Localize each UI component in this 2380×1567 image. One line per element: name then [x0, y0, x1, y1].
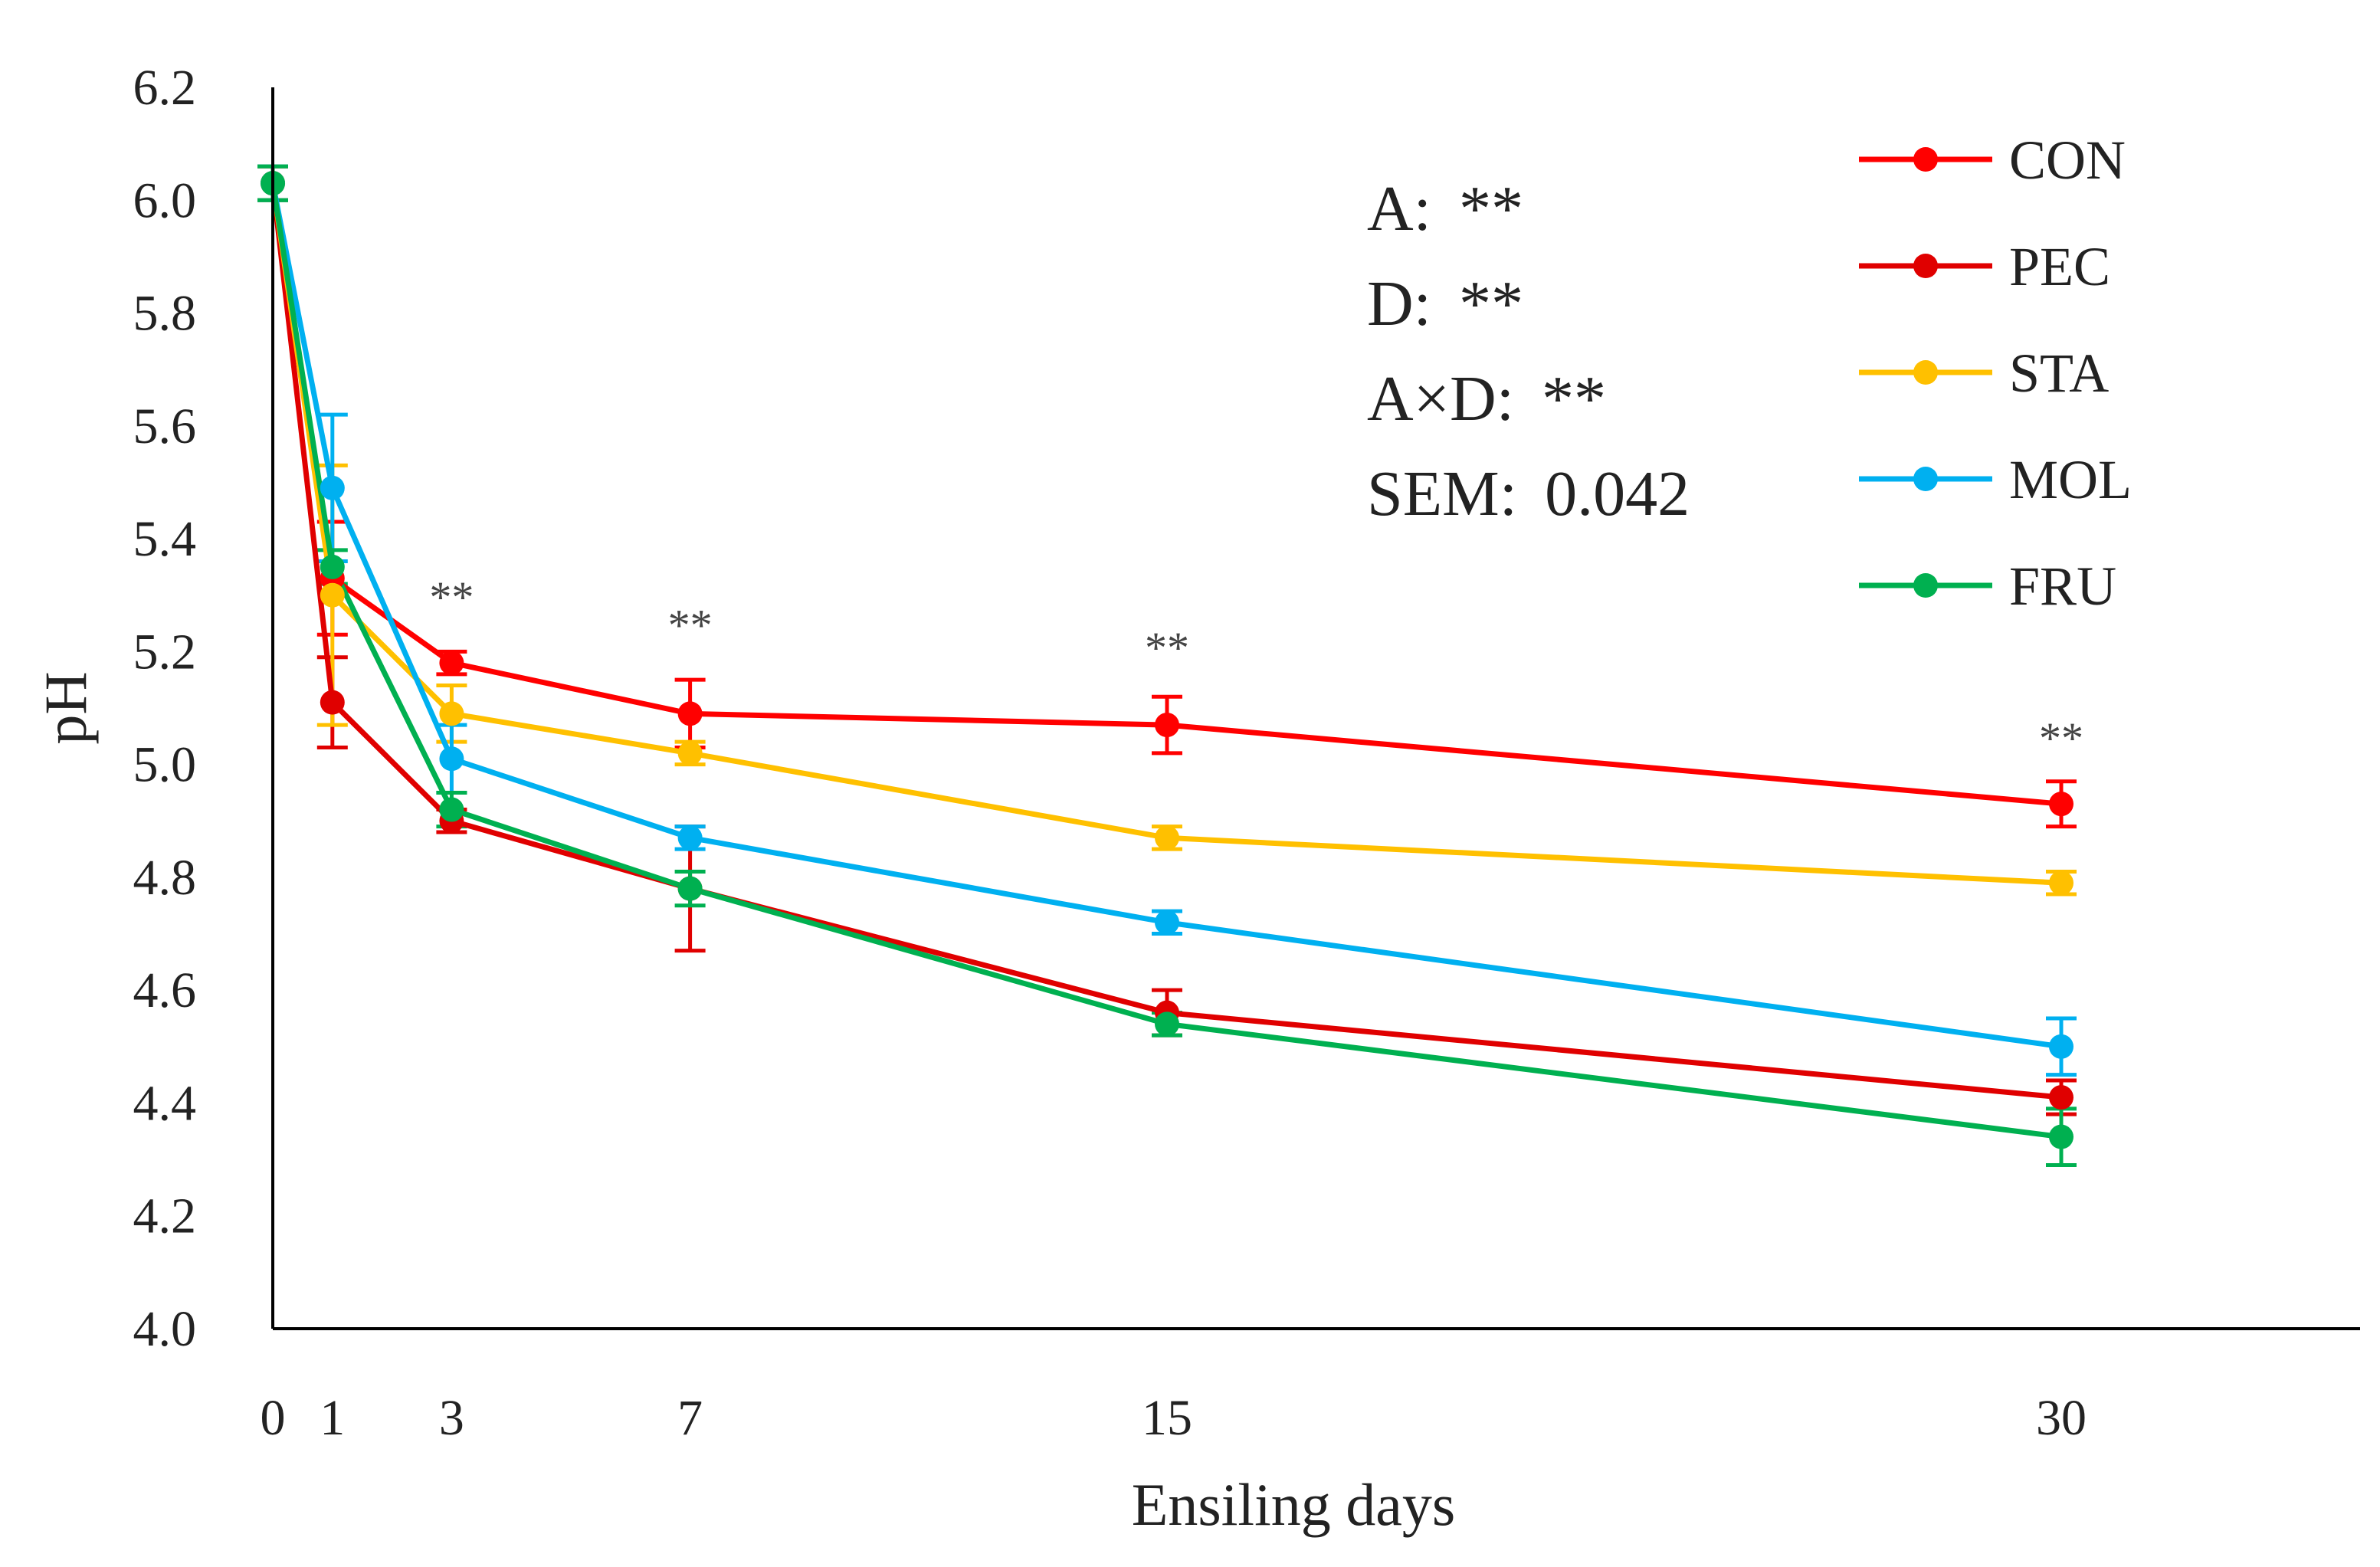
x-tick-label: 15	[1142, 1390, 1192, 1446]
y-tick-label: 4.0	[133, 1301, 197, 1357]
data-point-pec	[2049, 1085, 2073, 1110]
stats-annotation-label: D:	[1367, 268, 1431, 339]
data-point-sta	[1155, 825, 1179, 851]
data-point-sta	[320, 582, 345, 608]
y-tick-label: 6.2	[133, 60, 197, 116]
legend-label-sta: STA	[2009, 343, 2109, 404]
legend-marker-sta	[1913, 360, 1938, 385]
series-lines-layer	[270, 182, 2062, 1140]
data-point-mol	[320, 475, 345, 500]
data-point-fru	[677, 876, 703, 901]
data-point-sta	[2049, 870, 2073, 896]
legend-label-mol: MOL	[2009, 449, 2132, 510]
stats-annotation-value: 0.042	[1545, 458, 1690, 529]
stats-annotation: D: **	[1367, 268, 1523, 339]
data-point-con	[1155, 713, 1179, 738]
data-point-mol	[439, 746, 464, 772]
significance-mark: **	[668, 601, 713, 651]
series-line-sta	[270, 182, 2062, 886]
data-point-fru	[1155, 1011, 1179, 1037]
data-point-con	[439, 651, 464, 676]
y-tick-label: 5.4	[133, 511, 197, 567]
data-point-sta	[439, 701, 464, 726]
data-points-layer	[261, 171, 2073, 1149]
stats-annotation-value: **	[1459, 173, 1523, 244]
y-tick-label: 5.2	[133, 624, 197, 680]
data-point-mol	[1155, 910, 1179, 935]
significance-mark: **	[1145, 623, 1189, 673]
series-line-pec	[270, 182, 2062, 1100]
y-tick-label: 4.6	[133, 962, 197, 1018]
data-point-con	[2049, 792, 2073, 817]
legend-marker-fru	[1913, 573, 1938, 598]
series-line-mol	[270, 182, 2062, 1050]
stats-annotation: A: **	[1367, 173, 1523, 244]
x-tick-label: 7	[677, 1390, 703, 1446]
legend-marker-con	[1913, 147, 1938, 172]
data-point-fru	[2049, 1124, 2073, 1149]
data-point-con	[677, 701, 703, 726]
series-line-fru	[270, 182, 2062, 1140]
significance-mark: **	[2039, 713, 2083, 763]
data-point-pec	[320, 690, 345, 715]
y-tick-label: 5.8	[133, 286, 197, 342]
data-point-sta	[677, 740, 703, 765]
x-axis-title: Ensiling days	[1132, 1471, 1456, 1538]
stats-annotation: SEM: 0.042	[1367, 458, 1690, 529]
stats-annotation-value: **	[1459, 268, 1523, 339]
significance-mark: **	[429, 572, 474, 622]
legend-label-con: CON	[2009, 129, 2126, 191]
y-tick-label: 5.6	[133, 398, 197, 454]
stats-annotation-label: A:	[1367, 173, 1431, 244]
x-tick-label: 30	[2036, 1390, 2087, 1446]
x-tick-label: 1	[320, 1390, 345, 1446]
stats-annotation: A×D: **	[1367, 363, 1606, 434]
x-tick-label: 0	[261, 1390, 286, 1446]
y-tick-label: 4.8	[133, 850, 197, 906]
data-point-mol	[2049, 1034, 2073, 1059]
legend-marker-mol	[1913, 467, 1938, 491]
data-point-fru	[439, 797, 464, 822]
legend-label-pec: PEC	[2009, 236, 2110, 297]
y-tick-label: 5.0	[133, 737, 197, 793]
labels-layer: 4.0 4.2 4.4 4.6 4.8 5.0 5.2 5.4 5.6 5.8 6.0 6.2 0 1 3 7…	[32, 60, 2132, 1538]
axes-layer	[271, 87, 2360, 1330]
x-tick-label: 3	[439, 1390, 464, 1446]
stats-annotation-label: A×D:	[1367, 363, 1514, 434]
stats-annotation-value: **	[1542, 363, 1606, 434]
y-axis-title: pH	[32, 671, 99, 744]
legend-label-fru: FRU	[2009, 556, 2116, 617]
y-tick-label: 4.2	[133, 1188, 197, 1244]
data-point-fru	[320, 554, 345, 579]
data-point-mol	[677, 825, 703, 851]
y-tick-label: 6.0	[133, 172, 197, 228]
y-tick-label: 4.4	[133, 1075, 197, 1131]
legend-marker-pec	[1913, 254, 1938, 278]
stats-annotation-label: SEM:	[1367, 458, 1517, 529]
